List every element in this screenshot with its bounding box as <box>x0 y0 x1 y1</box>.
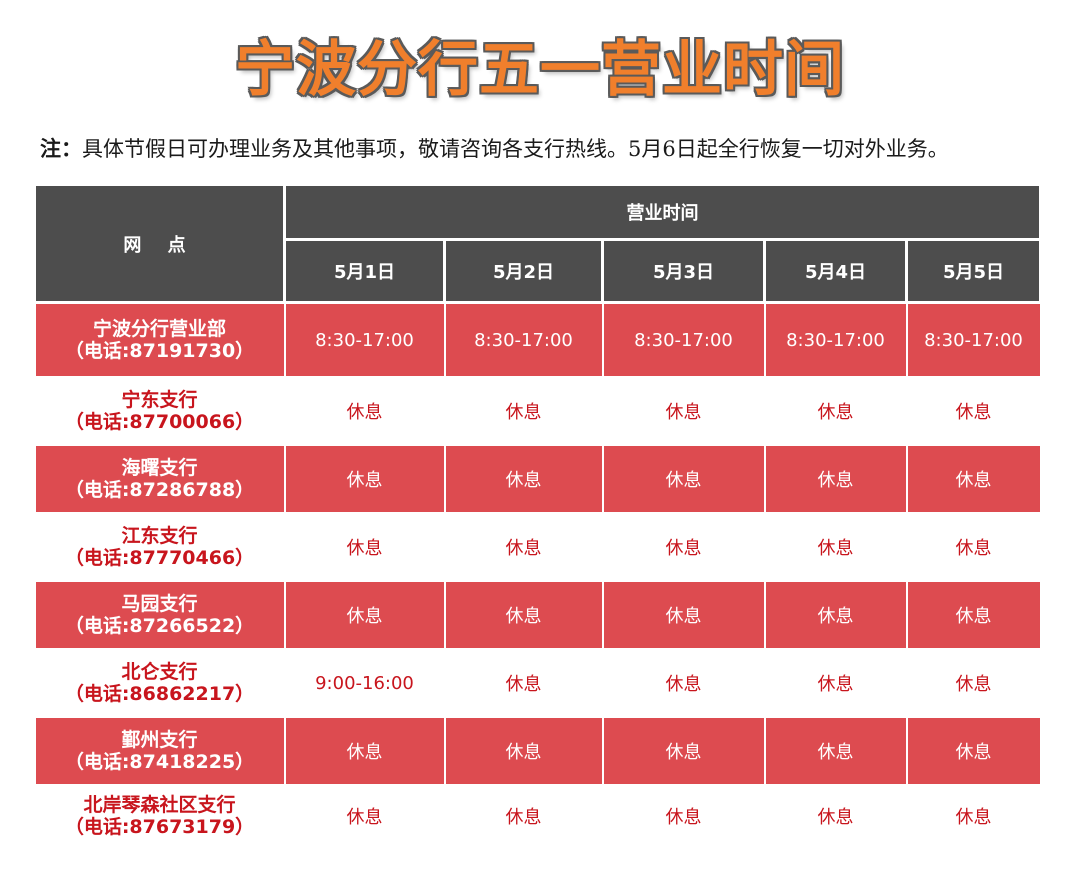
branch-phone: （电话:87418225） <box>64 751 255 773</box>
branch-phone: （电话:87286788） <box>64 479 255 501</box>
hours-cell: 休息 <box>283 784 446 848</box>
branch-name: 北仑支行 <box>121 661 198 683</box>
hours-cell: 休息 <box>443 444 604 514</box>
hours-cell: 休息 <box>283 444 446 514</box>
branch-name: 宁波分行营业部 <box>92 318 226 340</box>
branch-phone: （电话:87770466） <box>64 547 255 569</box>
hours-cell: 休息 <box>905 580 1042 650</box>
hours-cell: 休息 <box>443 784 604 848</box>
hours-column-header: 营业时间 <box>283 183 1042 241</box>
branch-name: 鄞州支行 <box>121 729 198 751</box>
branch-cell: 江东支行 （电话:87770466） <box>33 512 286 582</box>
notice-label: 注： <box>40 136 82 161</box>
branch-name: 江东支行 <box>121 525 198 547</box>
hours-cell: 休息 <box>905 648 1042 718</box>
business-hours-table: 网 点 营业时间 5月1日 5月2日 5月3日 5月4日 5月5日 宁波分行营业… <box>33 183 1042 848</box>
branch-phone: （电话:86862217） <box>64 683 255 705</box>
branch-phone: （电话:87191730） <box>64 340 255 362</box>
table-row: 鄞州支行 （电话:87418225） 休息 休息 休息 休息 休息 <box>33 716 1042 786</box>
branch-cell: 北岸琴森社区支行 （电话:87673179） <box>33 784 286 848</box>
hours-cell: 8:30-17:00 <box>905 301 1042 378</box>
branch-phone: （电话:87266522） <box>64 615 255 637</box>
branch-cell: 鄞州支行 （电话:87418225） <box>33 716 286 786</box>
hours-cell: 休息 <box>443 512 604 582</box>
branch-phone: （电话:87673179） <box>64 816 255 838</box>
hours-cell: 休息 <box>601 784 766 848</box>
hours-cell: 休息 <box>905 512 1042 582</box>
hours-cell: 休息 <box>601 376 766 446</box>
hours-cell: 休息 <box>283 512 446 582</box>
hours-cell: 9:00-16:00 <box>283 648 446 718</box>
hours-cell: 休息 <box>763 716 908 786</box>
hours-cell: 休息 <box>443 716 604 786</box>
table-row: 北仑支行 （电话:86862217） 9:00-16:00 休息 休息 休息 休息 <box>33 648 1042 718</box>
table-row: 宁东支行 （电话:87700066） 休息 休息 休息 休息 休息 <box>33 376 1042 446</box>
hours-cell: 休息 <box>283 376 446 446</box>
hours-cell: 8:30-17:00 <box>763 301 908 378</box>
hours-cell: 休息 <box>443 376 604 446</box>
hours-cell: 休息 <box>763 444 908 514</box>
table-row: 江东支行 （电话:87770466） 休息 休息 休息 休息 休息 <box>33 512 1042 582</box>
table-row: 马园支行 （电话:87266522） 休息 休息 休息 休息 休息 <box>33 580 1042 650</box>
hours-cell: 休息 <box>283 580 446 650</box>
hours-cell: 休息 <box>443 580 604 650</box>
table-row: 海曙支行 （电话:87286788） 休息 休息 休息 休息 休息 <box>33 444 1042 514</box>
branch-name: 海曙支行 <box>121 457 198 479</box>
hours-cell: 休息 <box>905 716 1042 786</box>
hours-cell: 休息 <box>763 784 908 848</box>
hours-cell: 休息 <box>601 648 766 718</box>
hours-cell: 休息 <box>763 512 908 582</box>
hours-cell: 休息 <box>905 376 1042 446</box>
hours-cell: 休息 <box>443 648 604 718</box>
hours-cell: 8:30-17:00 <box>283 301 446 378</box>
hours-cell: 8:30-17:00 <box>443 301 604 378</box>
hours-cell: 休息 <box>763 580 908 650</box>
branch-cell: 海曙支行 （电话:87286788） <box>33 444 286 514</box>
branch-name: 北岸琴森社区支行 <box>83 794 236 816</box>
hours-cell: 休息 <box>763 648 908 718</box>
hours-cell: 休息 <box>601 444 766 514</box>
date-header: 5月3日 <box>601 238 766 304</box>
branch-name: 马园支行 <box>121 593 198 615</box>
branch-cell: 宁波分行营业部 （电话:87191730） <box>33 301 286 378</box>
date-header: 5月2日 <box>443 238 604 304</box>
date-header: 5月1日 <box>283 238 446 304</box>
hours-cell: 休息 <box>905 444 1042 514</box>
hours-cell: 休息 <box>601 716 766 786</box>
date-header: 5月5日 <box>905 238 1042 304</box>
page-title: 宁波分行五一营业时间 <box>235 35 845 105</box>
branch-column-header: 网 点 <box>33 183 286 304</box>
table-row: 宁波分行营业部 （电话:87191730） 8:30-17:00 8:30-17:… <box>33 301 1042 378</box>
branch-phone: （电话:87700066） <box>64 411 255 433</box>
hours-cell: 休息 <box>905 784 1042 848</box>
branch-name: 宁东支行 <box>121 389 198 411</box>
hours-cell: 休息 <box>283 716 446 786</box>
date-header: 5月4日 <box>763 238 908 304</box>
branch-cell: 马园支行 （电话:87266522） <box>33 580 286 650</box>
hours-cell: 休息 <box>601 580 766 650</box>
table-row: 北岸琴森社区支行 （电话:87673179） 休息 休息 休息 休息 休息 <box>33 784 1042 848</box>
hours-cell: 休息 <box>601 512 766 582</box>
notice-body: 具体节假日可办理业务及其他事项，敬请咨询各支行热线。5月6日起全行恢复一切对外业… <box>82 137 949 161</box>
branch-cell: 宁东支行 （电话:87700066） <box>33 376 286 446</box>
hours-cell: 休息 <box>763 376 908 446</box>
notice-text: 注：具体节假日可办理业务及其他事项，敬请咨询各支行热线。5月6日起全行恢复一切对… <box>40 134 1070 164</box>
hours-cell: 8:30-17:00 <box>601 301 766 378</box>
branch-cell: 北仑支行 （电话:86862217） <box>33 648 286 718</box>
